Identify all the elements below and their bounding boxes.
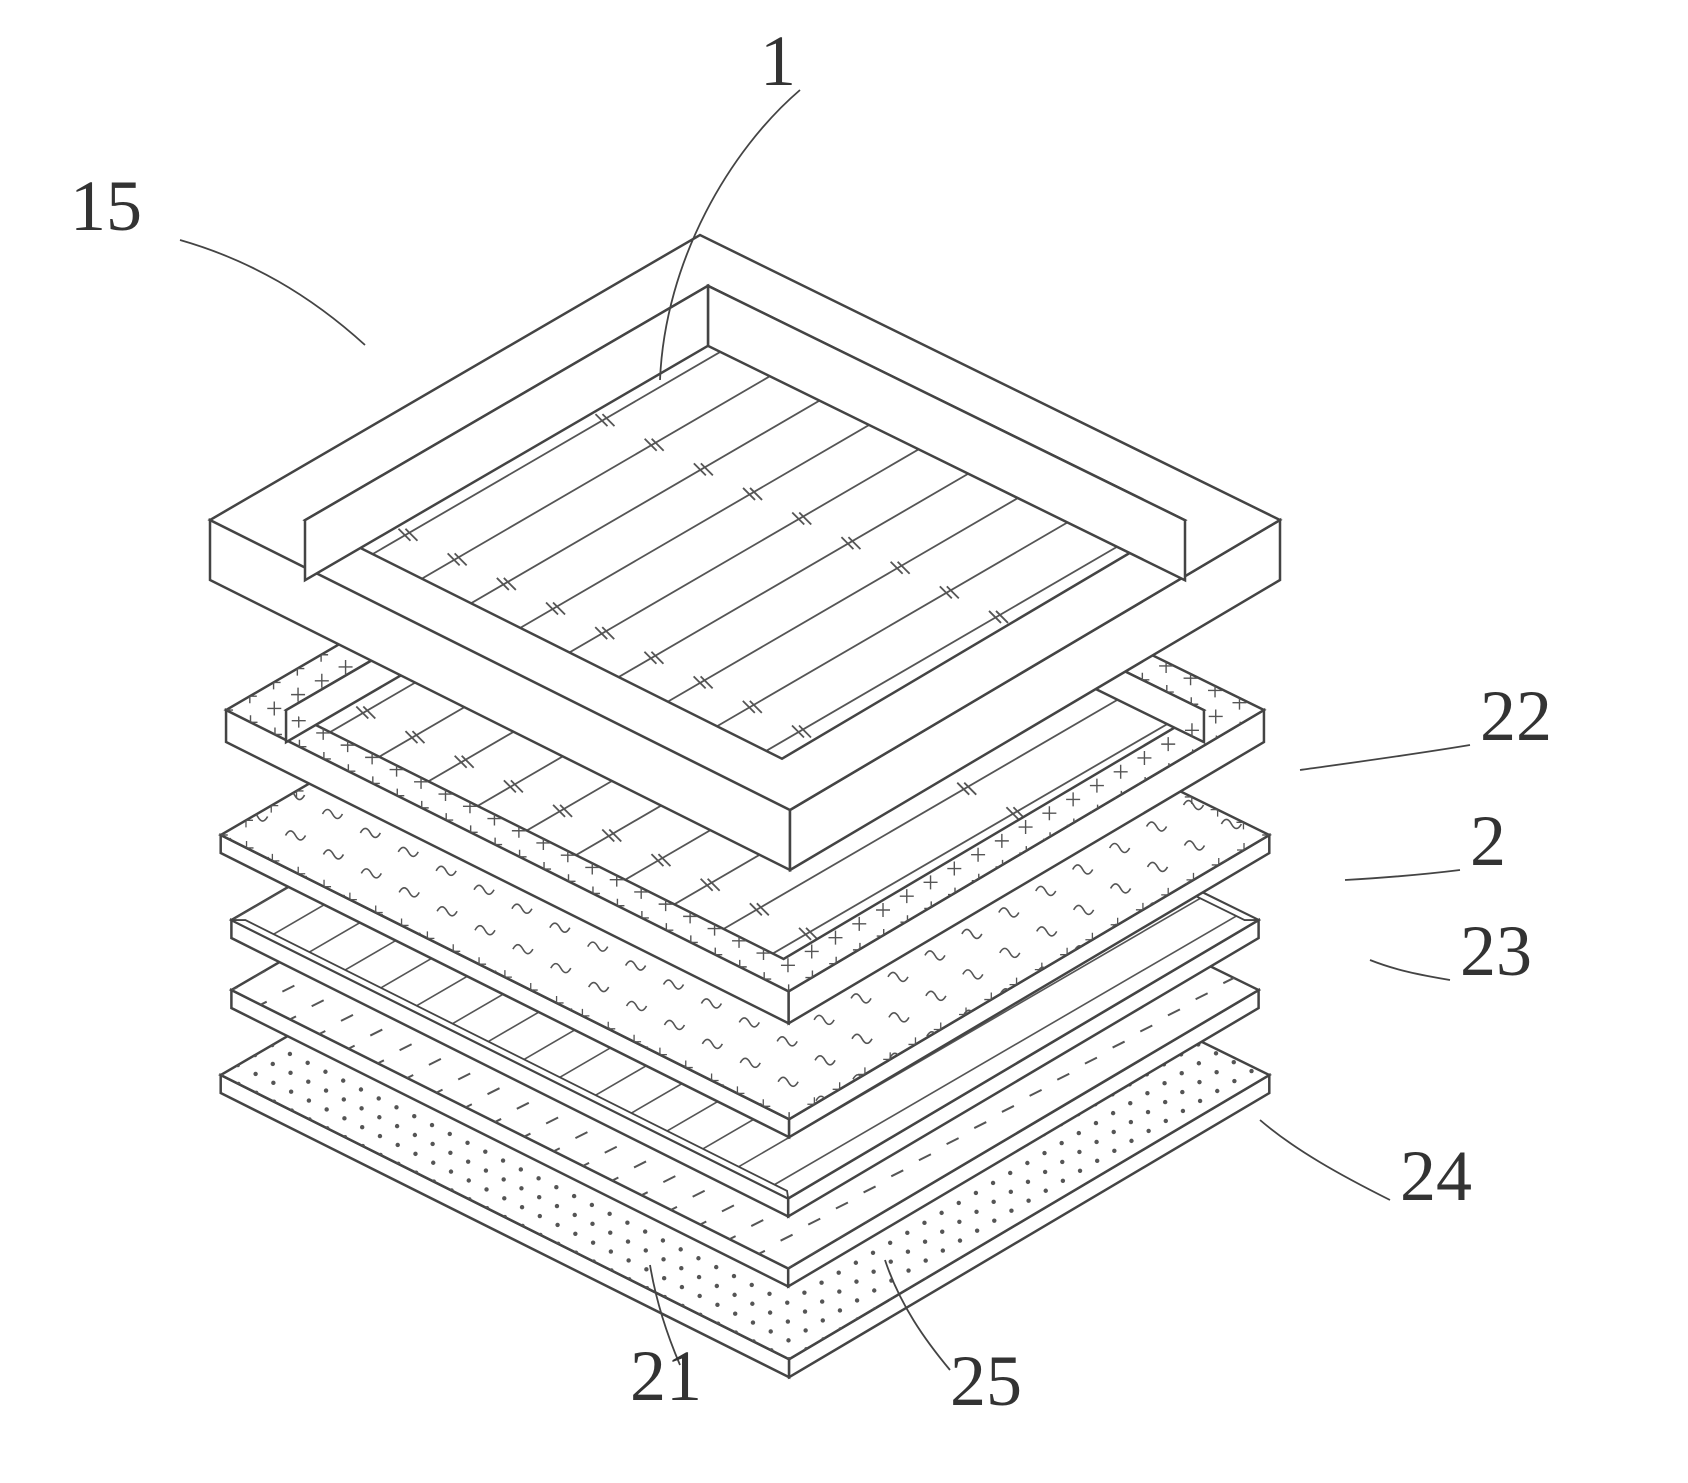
callout-15: 15 bbox=[70, 166, 142, 246]
leader-lbl-23 bbox=[1370, 960, 1450, 980]
leader-lbl-24 bbox=[1260, 1120, 1390, 1200]
leader-lbl-2 bbox=[1345, 870, 1460, 880]
leader-lbl-22 bbox=[1300, 745, 1470, 770]
leader-lbl-15 bbox=[180, 240, 365, 345]
callout-24: 24 bbox=[1400, 1136, 1472, 1216]
callout-25: 25 bbox=[950, 1341, 1022, 1421]
callout-22: 22 bbox=[1480, 676, 1552, 756]
callout-2: 2 bbox=[1470, 801, 1506, 881]
callout-23: 23 bbox=[1460, 911, 1532, 991]
callout-1: 1 bbox=[760, 21, 796, 101]
callout-21: 21 bbox=[630, 1336, 702, 1416]
